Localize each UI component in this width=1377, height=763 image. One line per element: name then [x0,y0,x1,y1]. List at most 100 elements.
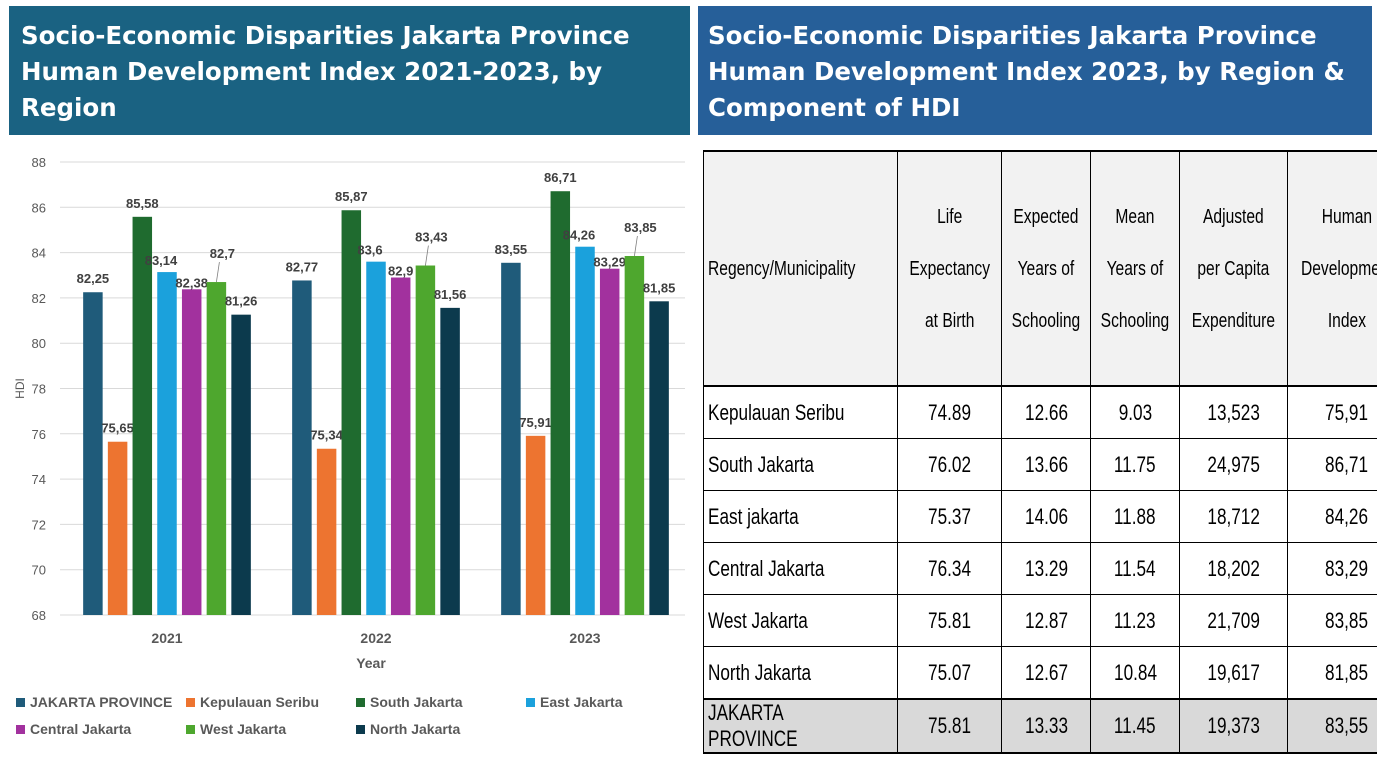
y-tick-label: 72 [32,517,46,532]
data-label: 83,85 [624,220,657,235]
bar [181,289,202,615]
bar [649,301,669,615]
x-tick-label: 2022 [360,630,391,646]
table-cell: 12.66 [1001,385,1092,439]
table-cell: 18,202 [1179,542,1288,595]
table-row: East jakarta 75.37 14.06 11.88 18,712 84,26 [703,490,1377,543]
table-cell: 19,617 [1179,646,1288,700]
bar [366,261,386,615]
x-tick-label: 2021 [151,630,182,646]
legend-swatch [356,724,365,734]
bar [415,265,436,615]
table-title: Socio-Economic Disparities Jakarta Provi… [708,21,1345,122]
legend-label: South Jakarta [370,694,463,710]
table-cell: 74.89 [896,385,1003,439]
y-tick-label: 78 [32,382,46,397]
table-cell: 13,523 [1179,385,1288,439]
x-tick-label: 2023 [569,630,600,646]
legend-item: South Jakarta [356,694,463,710]
data-label: 83,55 [495,242,528,257]
chart-title: Socio-Economic Disparities Jakarta Provi… [21,21,630,122]
legend-item: JAKARTA PROVINCE [16,694,172,710]
table-cell: 75.81 [896,698,1003,754]
data-label: 84,26 [563,228,596,243]
legend-item: West Jakarta [186,721,286,737]
data-label: 83,14 [145,253,178,268]
hdi-component-table-panel: Regency/Municipality Life Expectancy at Bir… [703,150,1377,754]
data-label: 85,87 [335,189,368,204]
y-tick-label: 82 [32,291,46,306]
table-cell: 13.29 [1001,542,1092,595]
table-cell: 75.81 [896,594,1003,647]
data-label: 86,71 [544,170,577,185]
table-cell: East jakarta [703,490,898,543]
table-cell: Kepulauan Seribu [703,385,898,439]
bar [440,307,460,615]
bar [575,246,595,615]
y-tick-label: 84 [32,246,46,261]
table-cell: 83,29 [1286,542,1377,595]
table-cell: 9.03 [1090,385,1181,439]
data-label: 81,56 [434,287,467,302]
bar [390,277,411,615]
table-cell: 13.66 [1001,438,1092,491]
bar [83,292,103,615]
bar [341,210,362,615]
data-label-leader [216,261,220,283]
data-label: 83,43 [415,230,448,245]
bar [624,255,645,615]
y-tick-label: 80 [32,336,46,351]
table-cell: 11.45 [1090,698,1181,754]
column-header: Expected Years of Schooling [1001,150,1092,387]
table-cell: 11.88 [1090,490,1181,543]
table-cell: 21,709 [1179,594,1288,647]
table-row: South Jakarta 76.02 13.66 11.75 24,975 86,71 [703,438,1377,491]
table-cell: 75.07 [896,646,1003,700]
hdi-bar-chart: 68 70 72 74 76 78 80 82 84 86 88 HDI 82,25 75,65 85,58… [0,137,692,763]
table-row: North Jakarta 75.07 12.67 10.84 19,617 81,85 [703,646,1377,700]
table-cell: 76.34 [896,542,1003,595]
y-tick-label: 74 [32,472,46,487]
table-cell: North Jakarta [703,646,898,700]
table-cell: JAKARTA PROVINCE [703,698,898,754]
table-row: Kepulauan Seribu 74.89 12.66 9.03 13,523 75,9… [703,385,1377,439]
bar [132,216,153,616]
data-label: 75,91 [519,415,552,430]
legend-label: West Jakarta [200,721,287,737]
column-header: Adjusted per Capita Expenditure [1179,150,1288,387]
bar [292,280,312,615]
table-cell: 18,712 [1179,490,1288,543]
table-cell: 76.02 [896,438,1003,491]
legend-label: Kepulauan Seribu [200,694,320,710]
bar [206,282,227,615]
table-cell: South Jakarta [703,438,898,491]
table-cell: 10.84 [1090,646,1181,700]
data-label: 83,29 [593,255,626,270]
bar [231,314,251,615]
column-header-label: Expected Years of Schooling [1012,205,1081,332]
bar [599,268,620,615]
y-tick-label: 86 [32,200,46,215]
bar [157,272,177,615]
legend-swatch [356,697,365,707]
bar [316,448,337,615]
legend-swatch [16,697,25,707]
data-label: 82,9 [388,264,413,279]
data-label: 85,58 [126,196,159,211]
table-cell: 75.37 [896,490,1003,543]
table-cell: 83,85 [1286,594,1377,647]
table-cell: 14.06 [1001,490,1092,543]
data-label: 82,77 [286,259,319,274]
legend-swatch [526,697,535,707]
table-cell: 11.54 [1090,542,1181,595]
table-cell: 11.23 [1090,594,1181,647]
data-label: 82,38 [175,275,208,290]
legend-item: North Jakarta [356,721,460,737]
column-header-label: Mean Years of Schooling [1100,205,1170,332]
table-cell: 13.33 [1001,698,1092,754]
table-cell: 19,373 [1179,698,1288,754]
table-cell: 83,55 [1286,698,1377,754]
x-axis-label: Year [356,655,386,671]
